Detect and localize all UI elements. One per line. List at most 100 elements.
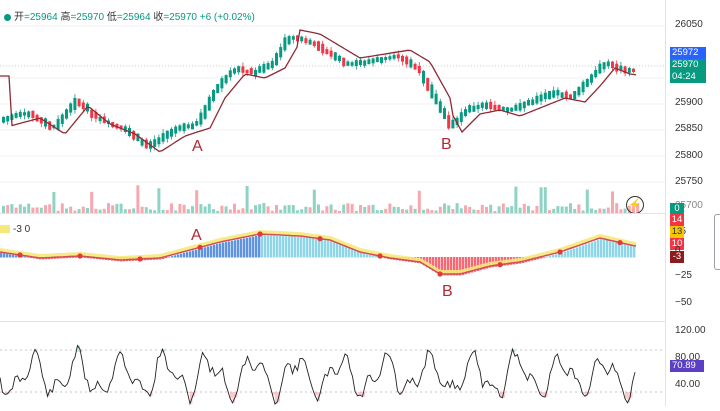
histogram-bar: [0, 253, 2, 258]
histogram-bar: [12, 255, 14, 258]
histogram-bar: [624, 244, 626, 257]
volume-bar: [317, 204, 320, 213]
candle-body: [451, 120, 454, 129]
histogram-bar: [246, 238, 248, 258]
candle-body: [439, 101, 442, 113]
histogram-bar: [213, 245, 215, 258]
candle-body: [170, 129, 173, 137]
stochastic-chart[interactable]: [0, 322, 665, 406]
histogram-bar: [210, 246, 212, 258]
volume-bar: [258, 204, 261, 213]
volume-bar: [313, 190, 316, 213]
histogram-bar: [567, 251, 569, 258]
histogram-bar: [318, 239, 320, 257]
volume-bar: [540, 187, 543, 213]
price-axis[interactable]: 26050 25972 25970 04:24 25900 25850 2580…: [665, 0, 720, 406]
candle-body: [61, 115, 64, 124]
candle-body: [317, 41, 320, 51]
oscillator-chart[interactable]: [0, 213, 665, 320]
candle-body: [393, 55, 396, 59]
stochastic-pane[interactable]: [0, 322, 665, 406]
volume-bar: [90, 192, 93, 213]
candle-body: [355, 60, 358, 66]
histogram-bar: [225, 242, 227, 258]
histogram-bar: [549, 256, 551, 258]
candle-body: [481, 103, 484, 108]
candle-body: [27, 111, 30, 117]
volume-bar: [27, 204, 30, 213]
price-tag-last: 25972: [670, 47, 706, 59]
histogram-bar: [249, 237, 251, 257]
volume-bar: [489, 205, 492, 213]
volume-bar: [502, 204, 505, 213]
volume-bar: [611, 191, 614, 213]
candle-body: [514, 105, 517, 111]
signal-dot: [317, 236, 322, 241]
histogram-bar: [333, 242, 335, 257]
axis-tick: 25850: [675, 123, 703, 134]
candle-body: [166, 131, 169, 139]
histogram-bar: [243, 238, 245, 257]
signal-dot: [497, 262, 502, 267]
histogram-bar: [372, 255, 374, 257]
candle-body: [313, 41, 316, 46]
histogram-bar: [339, 245, 341, 258]
candle-body: [69, 103, 72, 112]
volume-bar: [157, 188, 160, 213]
price-tag-current: 25970: [670, 59, 706, 71]
histogram-bar: [363, 254, 365, 258]
candle-body: [309, 40, 312, 45]
histogram-bar: [345, 247, 347, 258]
annotation-a-osc: A: [191, 227, 202, 245]
osc-tag: 13: [670, 226, 684, 238]
bolt-icon[interactable]: ⚡: [626, 196, 644, 214]
histogram-bar: [255, 236, 257, 258]
histogram-bar: [585, 244, 587, 257]
histogram-bar: [207, 246, 209, 257]
candle-body: [409, 59, 412, 67]
histogram-bar: [189, 251, 191, 257]
volume-bar: [195, 190, 198, 213]
price-chart-pane[interactable]: A B ⚡: [0, 0, 665, 213]
candle-body: [73, 98, 76, 110]
histogram-bar: [75, 257, 77, 258]
histogram-bar: [183, 253, 185, 258]
histogram-bar: [9, 254, 11, 257]
candle-body: [489, 102, 492, 109]
histogram-bar: [342, 246, 344, 258]
candle-body: [426, 78, 429, 91]
volume-bar: [615, 203, 618, 213]
signal-dot: [617, 240, 622, 245]
oscillator-pane[interactable]: A B: [0, 213, 665, 320]
histogram-bar: [204, 247, 206, 257]
volume-bar: [220, 206, 223, 213]
histogram-bar: [261, 235, 263, 257]
volume-bar: [136, 185, 139, 213]
candle-body: [65, 109, 68, 118]
histogram-bar: [174, 255, 176, 257]
histogram-bar: [222, 243, 224, 258]
candle-body: [283, 37, 286, 50]
candle-body: [199, 113, 202, 125]
histogram-bar: [591, 242, 593, 257]
candle-body: [229, 70, 232, 77]
candle-body: [225, 75, 228, 83]
candle-body: [19, 112, 22, 117]
candle-body: [367, 59, 370, 64]
candle-body: [561, 92, 564, 97]
price-chart[interactable]: [0, 0, 665, 213]
signal-dot: [557, 249, 562, 254]
volume-bar: [514, 187, 517, 213]
volume-bar: [372, 205, 375, 213]
histogram-bar: [177, 254, 179, 257]
candle-body: [472, 106, 475, 112]
candle-body: [351, 62, 354, 65]
candle-body: [271, 61, 274, 68]
candle-body: [208, 97, 211, 111]
histogram-bar: [603, 240, 605, 258]
candle-body: [628, 68, 631, 73]
histogram-bar: [627, 245, 629, 257]
side-panel-handle[interactable]: [714, 214, 720, 270]
histogram-bar: [330, 241, 332, 258]
volume-bar: [367, 205, 370, 213]
